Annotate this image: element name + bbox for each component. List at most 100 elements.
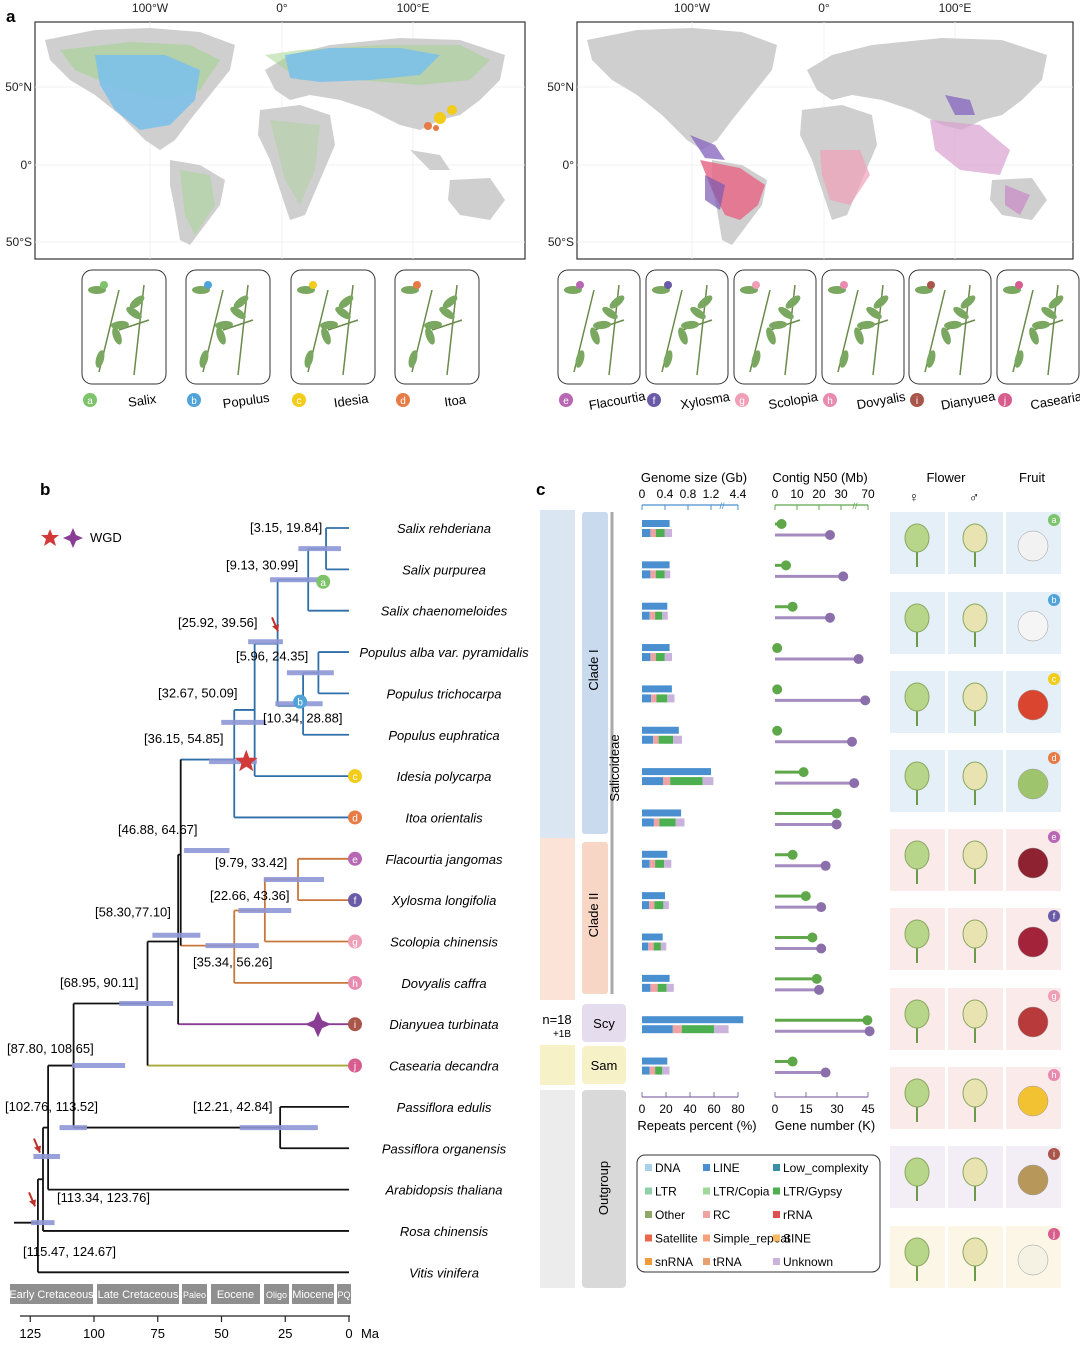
lon-label: 100°W: [674, 1, 711, 15]
n50-point: [800, 891, 811, 902]
gene-point: [820, 860, 831, 871]
leaf-icon: [1041, 306, 1057, 320]
legend-swatch: [703, 1211, 710, 1218]
leaf-icon: [575, 350, 585, 368]
flower-icon: [904, 999, 930, 1029]
tip-badge: [348, 893, 362, 908]
leaf-icon: [126, 306, 142, 320]
tip-badge: [348, 851, 362, 866]
fruit-icon: [576, 281, 584, 289]
morph-badge-letter: g: [1051, 991, 1056, 1001]
wgd-star-icon: [234, 749, 258, 772]
leaf-icon: [304, 350, 314, 368]
geologic-timescale: Early Cretaceous Late Cretaceous Paleo Eoce…: [9, 1284, 380, 1341]
repeat-segment: [653, 818, 660, 827]
legend-label: DNA: [655, 1161, 680, 1175]
leaf-icon: [839, 350, 849, 368]
repeat-legend: DNA LINE Low_complexity LTR LTR/Copia LTR/Gyp…: [636, 1154, 881, 1273]
leaf-icon: [663, 350, 673, 368]
flower-icon: [962, 603, 988, 633]
flower-icon: [904, 840, 930, 870]
wgd-diamond-star-icon: [63, 528, 83, 548]
clade2-bg: [540, 838, 575, 1000]
morph-badge-letter: b: [1051, 595, 1056, 605]
legend-swatch: [773, 1187, 780, 1195]
repeat-segment: [649, 611, 656, 620]
gene-point: [860, 695, 871, 706]
leaf-icon: [678, 327, 688, 345]
repeat-segment: [642, 735, 654, 744]
morph-badge: [1048, 1228, 1060, 1240]
genus-name: Casearia: [1029, 388, 1080, 412]
fruit-icon: [1017, 530, 1049, 562]
n50-tick-label: 20: [812, 487, 826, 501]
fruit-icon: [1017, 1085, 1049, 1117]
genome-size-bar: [642, 726, 679, 734]
repeat-segment: [642, 859, 650, 868]
legend-swatch: [645, 1258, 652, 1265]
leaf-icon: [321, 327, 331, 345]
genus-badge: [292, 393, 306, 407]
clade-badge: [293, 694, 308, 709]
flower-icon: [962, 682, 988, 712]
gene-point: [838, 571, 849, 582]
scy-label: Scy: [593, 1016, 615, 1031]
leaf-icon: [697, 295, 713, 309]
fruit-title: Fruit: [1019, 470, 1045, 485]
genus-name: Dovyalis: [856, 389, 907, 412]
period-label: Early Cretaceous: [9, 1289, 94, 1301]
period-block: [182, 1284, 207, 1304]
leaf-icon: [690, 306, 706, 320]
time-tick-label: 0: [345, 1326, 352, 1341]
repeat-segment: [642, 529, 651, 537]
morph-badge: [1048, 990, 1060, 1002]
morph-badge-letter: f: [1053, 911, 1056, 921]
repeat-segment: [660, 942, 667, 951]
legend-swatch: [703, 1258, 710, 1265]
genus-badge-letter: c: [297, 396, 302, 407]
species-name: Salix rehderiana: [397, 521, 491, 536]
genome-tick-label: 4.4: [730, 487, 747, 501]
morph-badge-letter: c: [1052, 674, 1057, 684]
flower-icon: [962, 761, 988, 791]
legend-label: Unknown: [783, 1255, 833, 1269]
legend-label: SINE: [783, 1232, 811, 1246]
legend-label: snRNA: [655, 1255, 693, 1269]
genome-size-bar: [642, 520, 670, 527]
tip-badge-letter: g: [352, 938, 358, 949]
morph-badge: [1048, 673, 1060, 685]
tip-badge-letter: c: [353, 772, 358, 783]
n50-tick-label: 0: [772, 487, 779, 501]
n50-point: [807, 932, 818, 943]
repeat-tick-label: 80: [731, 1102, 745, 1116]
n50-tick-label: 30: [834, 487, 848, 501]
tropical-distribution: [690, 95, 1030, 220]
morph-badge: [1048, 594, 1060, 606]
leaf-icon: [681, 320, 699, 330]
gene-point: [816, 902, 827, 913]
repeat-segment: [642, 1025, 673, 1034]
gene-tick-label: 30: [830, 1102, 844, 1116]
panel-label-a: a: [6, 7, 16, 26]
flower-icon: [962, 919, 988, 949]
species-name: Flacourtia jangomas: [385, 852, 503, 867]
axis-break-icon: //: [852, 501, 858, 511]
repeat-segment: [650, 983, 658, 992]
fruit-icon: [1017, 768, 1049, 800]
repeat-segment: [655, 611, 663, 620]
female-symbol: ♀: [909, 489, 920, 505]
lon-label: 100°E: [397, 1, 430, 15]
leaf-icon: [785, 295, 801, 309]
species-name: Itoa orientalis: [405, 810, 483, 825]
genome-size-bar: [642, 1057, 668, 1065]
morph-badge: [1048, 514, 1060, 526]
node-age-label: [46.88, 64.67]: [118, 822, 198, 837]
genus-cards-right: e Flacourtia f Xylosma g Scolopia h Dovyalis i Di…: [557, 269, 1080, 413]
male-symbol: ♂: [969, 489, 980, 505]
lat-label: 50°S: [548, 235, 574, 249]
repeat-segment: [642, 818, 654, 827]
node-age-label: [22.66, 43.36]: [210, 888, 290, 903]
tip-badge-letter: f: [354, 896, 357, 907]
flower-icon: [904, 1237, 930, 1267]
leaf-icon: [944, 320, 962, 330]
